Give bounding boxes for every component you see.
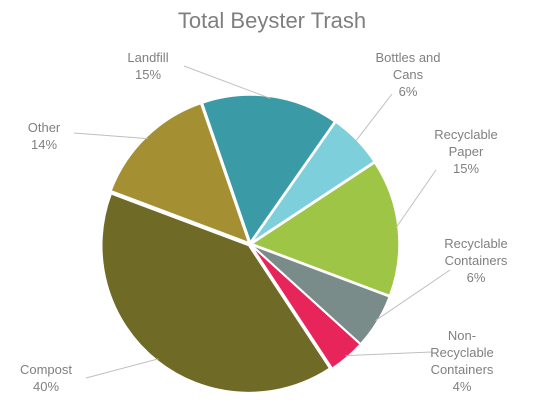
chart-title: Total Beyster Trash: [177, 8, 367, 33]
leader-line: [183, 65, 271, 99]
data-label: Recyclable Containers 6%: [444, 236, 508, 285]
pie-slice-landfill: [201, 94, 336, 244]
data-label: Bottles and Cans 6%: [375, 50, 440, 99]
leader-line: [85, 358, 159, 379]
data-label: Landfill 15%: [127, 50, 168, 82]
data-label: Other 14%: [28, 120, 61, 152]
leader-line: [375, 269, 451, 322]
data-label: Compost 40%: [20, 362, 72, 394]
leader-line: [354, 93, 393, 142]
pie-slice-compost: [101, 192, 331, 394]
pie-slice-recyclable-paper: [250, 161, 400, 297]
leader-line: [395, 169, 437, 228]
leader-line: [345, 351, 433, 357]
data-label: Non-Recyclable Containers 4%: [430, 328, 494, 394]
data-label: Recyclable Paper 15%: [434, 127, 498, 176]
leader-line: [73, 132, 148, 140]
pie-slice-non-recyclable-containers: [250, 244, 362, 370]
